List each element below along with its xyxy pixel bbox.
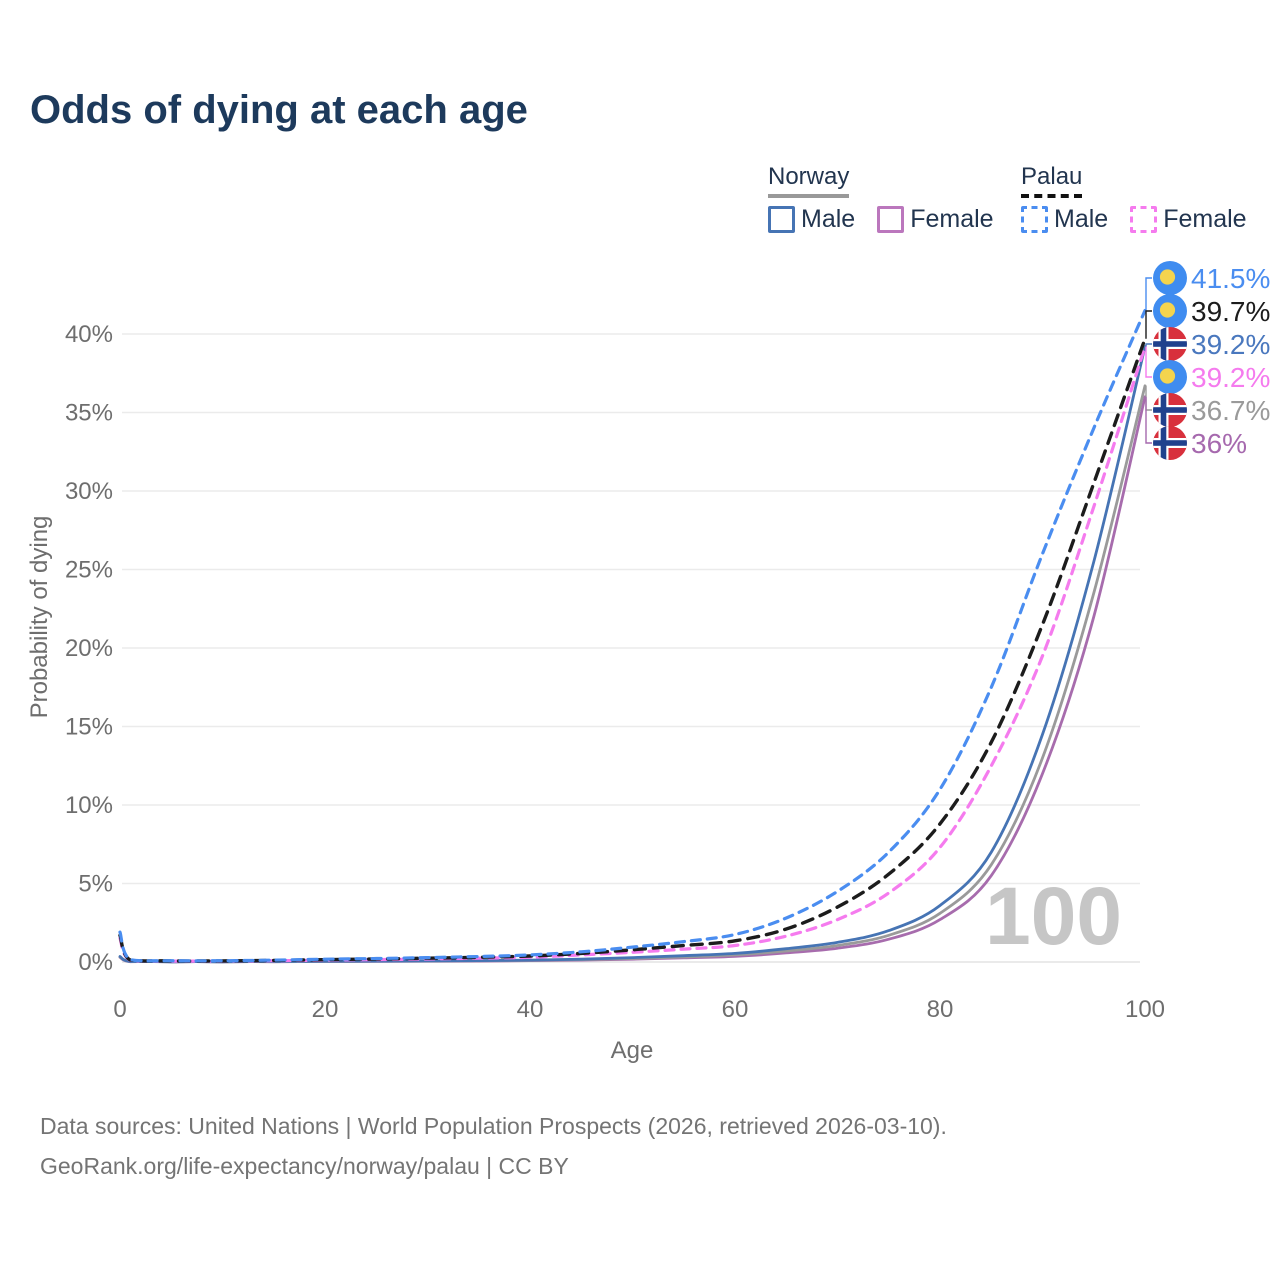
end-value-label: 41.5% — [1191, 263, 1270, 294]
y-tick-label: 20% — [65, 635, 113, 662]
x-tick-label: 40 — [517, 996, 544, 1023]
series-line-palau-female[interactable] — [118, 345, 1147, 963]
norway-female-checkbox[interactable] — [877, 206, 905, 233]
x-tick-label: 60 — [722, 996, 749, 1023]
x-axis-title: Age — [611, 1037, 654, 1064]
end-label-connector — [1145, 385, 1152, 411]
palau-flag-icon — [1153, 294, 1187, 328]
y-tick-label: 15% — [65, 714, 113, 741]
end-value-label: 39.7% — [1191, 296, 1270, 327]
x-tick-label: 20 — [312, 996, 339, 1023]
end-value-label: 36.7% — [1191, 395, 1270, 426]
palau-male-checkbox[interactable] — [1021, 206, 1048, 233]
series-line-norway-female[interactable] — [118, 395, 1147, 964]
end-label-connector — [1145, 396, 1152, 444]
data-sources-line1: Data sources: United Nations | World Pop… — [40, 1113, 947, 1139]
legend-group-norway: Norway Male Female — [768, 163, 1016, 234]
legend-group-palau: Palau Male Female — [1021, 163, 1269, 234]
norway-flag-icon — [1153, 327, 1187, 361]
end-label-connector — [1145, 310, 1152, 339]
y-tick-label: 25% — [65, 557, 113, 584]
legend-label-palau-female: Female — [1163, 205, 1247, 233]
series-line-palau-male[interactable] — [118, 308, 1147, 963]
y-tick-label: 35% — [65, 400, 113, 427]
x-tick-label: 0 — [113, 996, 126, 1023]
y-tick-label: 40% — [65, 321, 113, 348]
legend-item-norway-female[interactable]: Female — [877, 205, 994, 234]
norway-flag-icon — [1153, 393, 1187, 427]
legend-country-norway: Norway — [768, 163, 850, 198]
y-tick-label: 30% — [65, 478, 113, 505]
norway-male-checkbox[interactable] — [768, 206, 795, 233]
x-tick-label: 80 — [927, 996, 954, 1023]
series-line-palau-both[interactable] — [118, 337, 1147, 963]
end-label-connector — [1145, 343, 1152, 347]
end-value-label: 36% — [1191, 428, 1247, 459]
end-label-connector — [1145, 277, 1152, 311]
legend-item-palau-female[interactable]: Female — [1130, 205, 1247, 234]
y-tick-label: 5% — [78, 871, 113, 898]
palau-flag-icon — [1153, 360, 1187, 394]
y-tick-label: 0% — [78, 949, 113, 976]
palau-flag-icon — [1153, 261, 1187, 295]
x-tick-label: 100 — [1125, 996, 1165, 1023]
y-tick-label: 10% — [65, 792, 113, 819]
series-line-norway-male[interactable] — [118, 345, 1147, 964]
age-watermark: 100 — [985, 871, 1122, 962]
legend-label-norway-male: Male — [801, 205, 856, 233]
data-sources-line2: GeoRank.org/life-expectancy/norway/palau… — [40, 1153, 569, 1179]
legend-item-palau-male[interactable]: Male — [1021, 205, 1108, 234]
palau-female-checkbox[interactable] — [1130, 206, 1158, 233]
data-sources-note: Data sources: United Nations | World Pop… — [40, 1106, 947, 1186]
y-axis-title: Probability of dying — [26, 516, 53, 719]
norway-flag-icon — [1153, 426, 1187, 460]
end-value-label: 39.2% — [1191, 329, 1270, 360]
legend-label-palau-male: Male — [1054, 205, 1109, 233]
end-value-label: 39.2% — [1191, 362, 1270, 393]
page-title: Odds of dying at each age — [30, 88, 528, 132]
legend-label-norway-female: Female — [910, 205, 994, 233]
legend-country-palau: Palau — [1021, 163, 1083, 198]
end-label-connector — [1145, 346, 1152, 378]
legend-item-norway-male[interactable]: Male — [768, 205, 855, 234]
